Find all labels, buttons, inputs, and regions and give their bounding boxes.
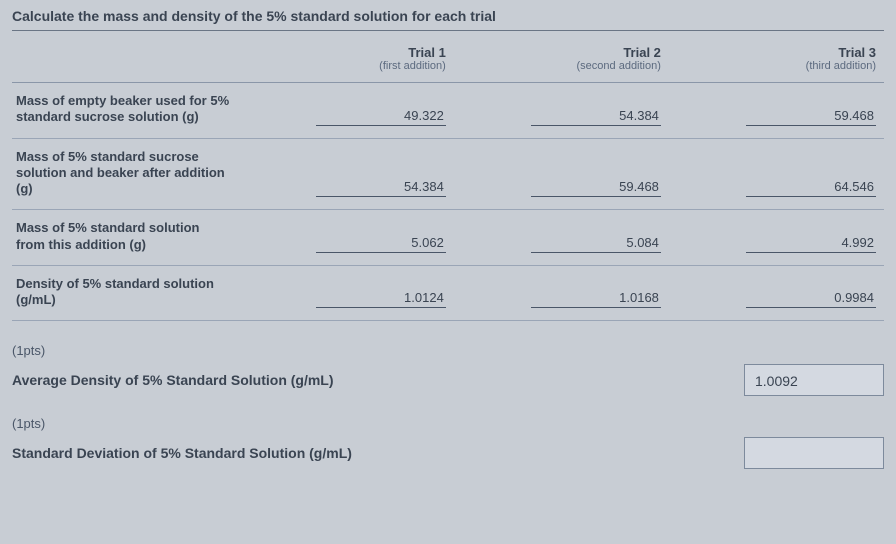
header-trial-1-sub: (first addition)	[243, 60, 446, 72]
answer-row-stddev: Standard Deviation of 5% Standard Soluti…	[12, 437, 884, 469]
value[interactable]: 1.0124	[316, 288, 446, 308]
header-trial-2: Trial 2 (second addition)	[454, 35, 669, 83]
cell: 49.322	[239, 83, 454, 139]
table-row: Density of 5% standard solution (g/mL) 1…	[12, 265, 884, 321]
table-row: Mass of 5% standard solution from this a…	[12, 210, 884, 266]
value[interactable]: 54.384	[316, 177, 446, 197]
stddev-label: Standard Deviation of 5% Standard Soluti…	[12, 445, 352, 461]
header-trial-2-sub: (second addition)	[458, 60, 661, 72]
cell: 59.468	[454, 138, 669, 210]
header-trial-1: Trial 1 (first addition)	[239, 35, 454, 83]
answer-row-average: Average Density of 5% Standard Solution …	[12, 364, 884, 396]
value[interactable]: 0.9984	[746, 288, 876, 308]
value[interactable]: 49.322	[316, 106, 446, 126]
cell: 5.062	[239, 210, 454, 266]
row-label: Mass of 5% standard solution from this a…	[12, 210, 239, 266]
value[interactable]: 1.0168	[531, 288, 661, 308]
cell: 1.0124	[239, 265, 454, 321]
cell: 54.384	[454, 83, 669, 139]
value[interactable]: 54.384	[531, 106, 661, 126]
average-density-label: Average Density of 5% Standard Solution …	[12, 372, 334, 388]
value[interactable]: 59.468	[531, 177, 661, 197]
cell: 1.0168	[454, 265, 669, 321]
header-trial-3-sub: (third addition)	[673, 60, 876, 72]
average-density-input[interactable]: 1.0092	[744, 364, 884, 396]
points-label-1: (1pts)	[12, 343, 884, 358]
value[interactable]: 5.062	[316, 233, 446, 253]
header-trial-2-title: Trial 2	[623, 45, 661, 60]
cell: 59.468	[669, 83, 884, 139]
row-label: Mass of 5% standard sucrose solution and…	[12, 138, 239, 210]
cell: 54.384	[239, 138, 454, 210]
header-row: Trial 1 (first addition) Trial 2 (second…	[12, 35, 884, 83]
row-label: Density of 5% standard solution (g/mL)	[12, 265, 239, 321]
value[interactable]: 4.992	[746, 233, 876, 253]
section-title: Calculate the mass and density of the 5%…	[12, 8, 884, 31]
points-label-2: (1pts)	[12, 416, 884, 431]
cell: 0.9984	[669, 265, 884, 321]
row-label: Mass of empty beaker used for 5% standar…	[12, 83, 239, 139]
header-trial-3-title: Trial 3	[838, 45, 876, 60]
header-blank	[12, 35, 239, 83]
value[interactable]: 59.468	[746, 106, 876, 126]
cell: 64.546	[669, 138, 884, 210]
stddev-input[interactable]	[744, 437, 884, 469]
value[interactable]: 64.546	[746, 177, 876, 197]
cell: 5.084	[454, 210, 669, 266]
table-row: Mass of empty beaker used for 5% standar…	[12, 83, 884, 139]
table-row: Mass of 5% standard sucrose solution and…	[12, 138, 884, 210]
cell: 4.992	[669, 210, 884, 266]
value[interactable]: 5.084	[531, 233, 661, 253]
data-table: Trial 1 (first addition) Trial 2 (second…	[12, 35, 884, 321]
header-trial-3: Trial 3 (third addition)	[669, 35, 884, 83]
header-trial-1-title: Trial 1	[408, 45, 446, 60]
